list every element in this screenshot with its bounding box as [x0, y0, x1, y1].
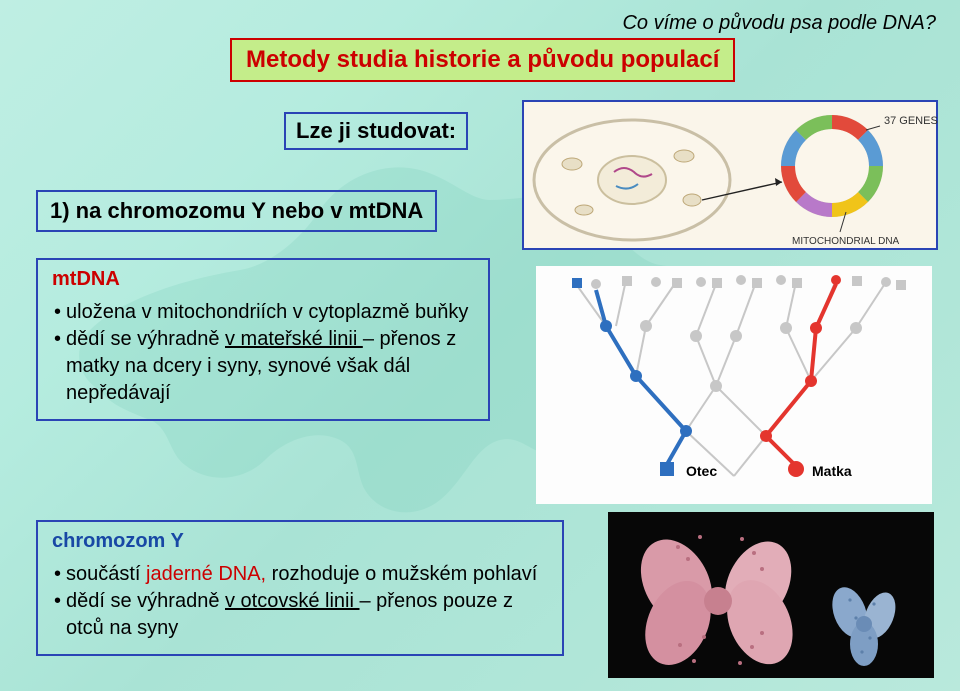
label-otec: Otec	[686, 463, 717, 479]
label-37-genes: 37 GENES	[884, 115, 938, 127]
figure-chromosomes	[608, 512, 934, 678]
page-header: Co víme o původu psa podle DNA?	[622, 12, 936, 35]
chy-list: součástí jaderné DNA, rozhoduje o mužské…	[52, 561, 548, 642]
mtdna-bullet-2: dědí se výhradně v mateřské linii – přen…	[54, 326, 474, 407]
figure-lineage-tree: Otec Matka	[536, 266, 932, 504]
label-matka: Matka	[812, 463, 852, 479]
item-1-box: 1) na chromozomu Y nebo v mtDNA	[36, 190, 437, 232]
mtdna-list: uložena v mitochondriích v cytoplazmě bu…	[52, 299, 474, 407]
label-mitochondrial-dna: MITOCHONDRIAL DNA	[792, 236, 900, 247]
mtdna-title: mtDNA	[52, 268, 474, 291]
figure-cell-mtdna: 37 GENES MITOCHONDRIAL DNA	[522, 100, 938, 250]
subtitle-box: Lze ji studovat:	[284, 112, 468, 150]
mtdna-bullet-1: uložena v mitochondriích v cytoplazmě bu…	[54, 299, 474, 326]
mtdna-box: mtDNA uložena v mitochondriích v cytopla…	[36, 258, 490, 421]
page-title: Metody studia historie a původu populací	[230, 38, 735, 82]
chromozom-y-box: chromozom Y součástí jaderné DNA, rozhod…	[36, 520, 564, 656]
chy-title: chromozom Y	[52, 530, 548, 553]
chy-bullet-2: dědí se výhradně v otcovské linii – přen…	[54, 588, 548, 642]
chy-bullet-1: součástí jaderné DNA, rozhoduje o mužské…	[54, 561, 548, 588]
